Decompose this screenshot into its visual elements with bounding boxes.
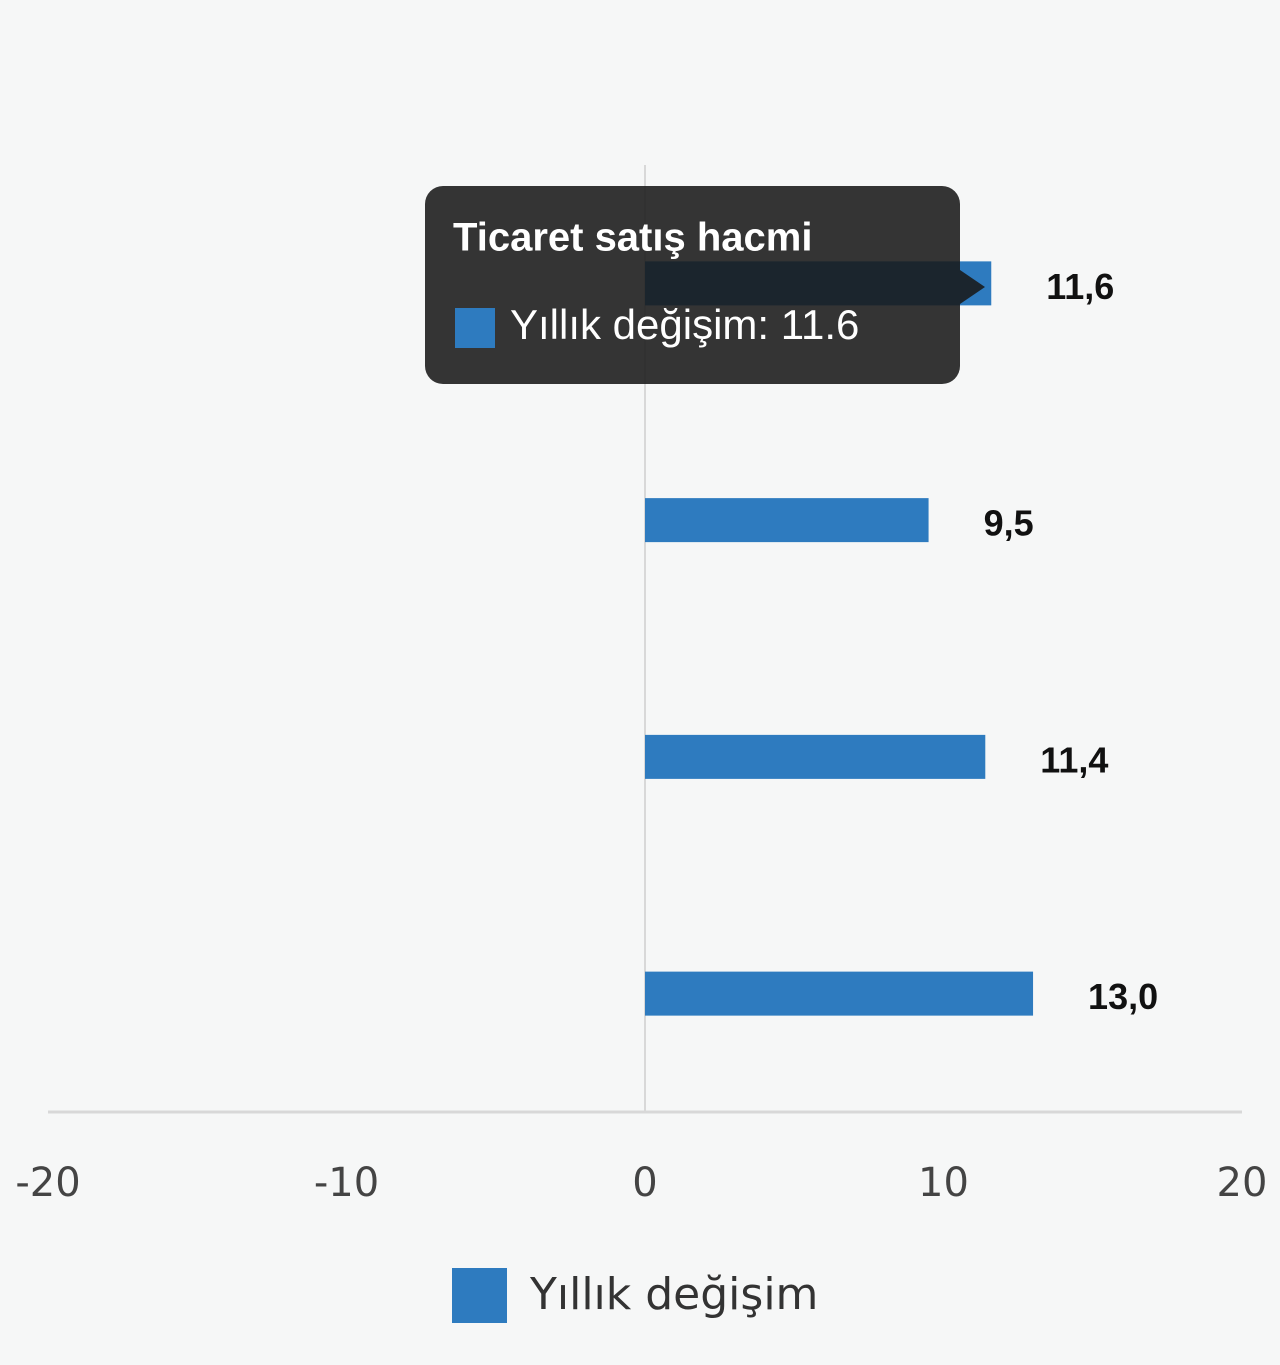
tooltip-title: Ticaret satış hacmi [453,216,812,260]
bar [645,971,1034,1016]
data-label: 13,0 [1088,976,1158,1017]
x-tick-label: -10 [314,1160,379,1206]
x-tick-label: -20 [15,1160,80,1206]
tooltip-swatch [455,308,495,348]
legend-label: Yıllık değişim [529,1269,818,1320]
bar [645,498,929,543]
x-tick-label: 20 [1217,1160,1268,1206]
data-label: 9,5 [984,503,1034,544]
data-label: 11,6 [1046,266,1114,307]
tooltip-arrow [960,270,985,304]
x-tick-label: 10 [918,1160,969,1206]
bar [645,734,986,779]
tooltip-label: Yıllık değişim: 11.6 [510,301,859,348]
data-label: 11,4 [1040,739,1108,780]
tooltip-box [425,186,960,384]
tooltip: Ticaret satış hacmi Yıllık değişim: 11.6 [425,186,985,384]
legend-swatch [452,1268,507,1323]
x-tick-label: 0 [632,1160,657,1206]
